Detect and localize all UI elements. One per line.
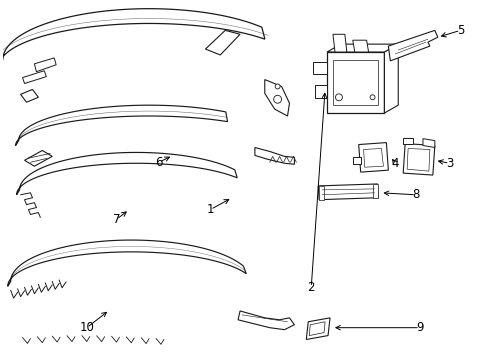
Circle shape [274,95,282,103]
Polygon shape [318,184,378,200]
Polygon shape [423,139,435,148]
Polygon shape [16,105,227,145]
Polygon shape [21,89,38,102]
Circle shape [370,95,375,100]
Circle shape [275,84,280,89]
Polygon shape [319,186,324,200]
Polygon shape [364,148,383,167]
Polygon shape [24,150,52,166]
Polygon shape [333,34,347,52]
Polygon shape [265,80,290,116]
Text: 3: 3 [446,157,453,170]
Polygon shape [255,148,294,164]
Polygon shape [34,58,56,72]
Text: 5: 5 [457,24,464,37]
Polygon shape [327,52,384,113]
Polygon shape [384,44,398,113]
Polygon shape [403,144,435,175]
Text: 8: 8 [413,188,420,201]
Polygon shape [306,318,330,339]
Polygon shape [333,60,378,105]
Polygon shape [238,311,294,330]
Polygon shape [23,71,46,84]
Polygon shape [327,44,398,52]
Polygon shape [359,143,389,172]
Text: 7: 7 [113,213,120,226]
Text: 9: 9 [416,321,424,334]
Polygon shape [17,152,237,195]
Text: 1: 1 [207,203,214,216]
Polygon shape [353,157,361,164]
Polygon shape [353,40,368,52]
Polygon shape [315,85,327,98]
Text: 6: 6 [155,156,163,169]
Text: 4: 4 [392,157,399,170]
Circle shape [336,94,343,101]
Polygon shape [313,62,327,74]
Polygon shape [8,240,246,286]
Text: 10: 10 [79,321,94,334]
Polygon shape [205,30,240,55]
Polygon shape [407,148,430,171]
Polygon shape [372,184,378,198]
Polygon shape [0,9,265,67]
Text: 2: 2 [308,281,315,294]
Polygon shape [403,138,413,144]
Polygon shape [389,30,438,61]
Polygon shape [309,322,325,336]
